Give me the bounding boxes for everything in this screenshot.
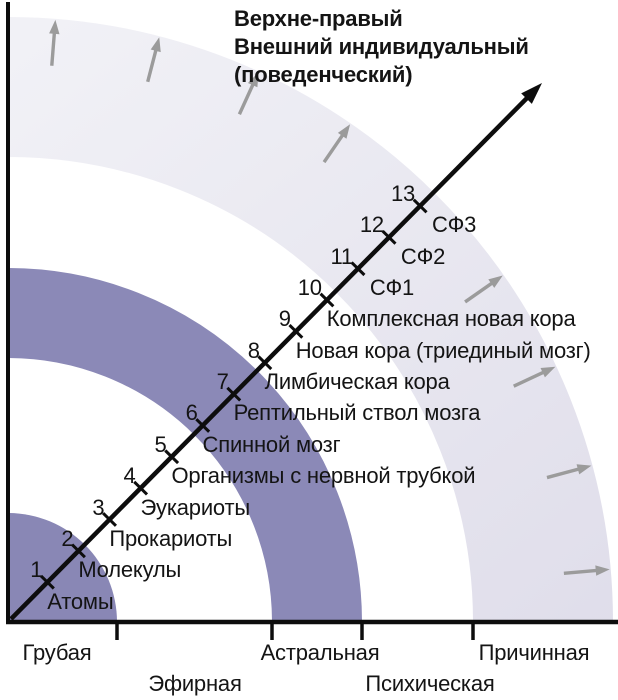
level-label: Эукариоты bbox=[140, 494, 250, 520]
level-tick bbox=[102, 512, 117, 527]
level-number: 3 bbox=[92, 494, 105, 520]
level-tick bbox=[133, 480, 149, 496]
level-label: Организмы с нервной трубкой bbox=[171, 463, 476, 489]
outward-expansion-arrowhead-icon bbox=[337, 124, 351, 139]
level-label: Прокариоты bbox=[109, 525, 233, 551]
outward-expansion-arrow bbox=[546, 466, 583, 480]
level-tick bbox=[288, 324, 304, 339]
level-tick bbox=[412, 198, 428, 214]
level-tick bbox=[226, 386, 242, 402]
level-number: 7 bbox=[216, 369, 229, 395]
level-number: 5 bbox=[154, 431, 167, 457]
outward-expansion-arrowhead-icon bbox=[576, 464, 592, 475]
level-number: 10 bbox=[297, 275, 322, 301]
outward-expansion-arrow bbox=[237, 80, 256, 115]
level-label: Новая кора (триединый мозг) bbox=[295, 337, 591, 363]
axis-band-grubaya: Грубая bbox=[22, 640, 92, 665]
level-number: 1 bbox=[30, 557, 43, 583]
quadrant-title-line2: Внешний индивидуальный bbox=[234, 34, 529, 59]
level-number: 13 bbox=[390, 181, 416, 206]
level-tick bbox=[319, 292, 335, 308]
outward-expansion-arrowhead-icon bbox=[247, 72, 259, 88]
level-number: 11 bbox=[330, 243, 353, 269]
level-number: 12 bbox=[359, 212, 384, 238]
level-tick bbox=[257, 355, 273, 371]
axis-band-psihicheskaya: Психическая bbox=[365, 671, 495, 696]
level-label: СФ1 bbox=[369, 275, 415, 301]
level-number: 8 bbox=[247, 337, 260, 363]
level-label: Спинной мозг bbox=[202, 431, 341, 457]
level-tick bbox=[350, 261, 366, 277]
level-number: 2 bbox=[61, 525, 74, 551]
level-label: Комплексная новая кора bbox=[326, 306, 576, 332]
outward-expansion-arrowhead-icon bbox=[595, 565, 610, 576]
level-label: СФ2 bbox=[400, 243, 446, 269]
level-number: 4 bbox=[123, 463, 136, 489]
level-tick bbox=[39, 574, 55, 590]
development-arrow-line bbox=[9, 93, 532, 621]
level-tick bbox=[195, 418, 211, 433]
outward-expansion-arrow bbox=[464, 279, 496, 304]
level-label: Молекулы bbox=[78, 557, 182, 583]
level-label: Лимбическая кора bbox=[264, 369, 450, 395]
level-number: 6 bbox=[185, 400, 198, 426]
level-number: 9 bbox=[278, 306, 291, 332]
outward-expansion-arrowhead-icon bbox=[49, 19, 60, 35]
quadrant-title-line3: (поведенческий) bbox=[234, 62, 413, 87]
level-tick bbox=[71, 543, 86, 559]
axis-band-prichinnaya: Причинная bbox=[478, 640, 590, 665]
outward-expansion-arrow bbox=[563, 568, 600, 576]
outward-expansion-arrowhead-icon bbox=[150, 37, 161, 53]
outward-expansion-arrowhead-icon bbox=[540, 366, 556, 378]
quadrant-title-line1: Верхне-правый bbox=[234, 6, 403, 31]
level-label: Атомы bbox=[47, 588, 114, 614]
level-label: СФ3 bbox=[431, 212, 477, 238]
axis-band-astralnaya: Астральная bbox=[260, 640, 380, 665]
quadrant-title: Верхне-правый Внешний индивидуальный (по… bbox=[234, 5, 529, 89]
axis-band-efirnaya: Эфирная bbox=[148, 671, 242, 696]
development-arrowhead-icon bbox=[521, 83, 542, 104]
outward-expansion-arrow bbox=[146, 46, 159, 83]
level-tick bbox=[381, 229, 397, 245]
level-tick bbox=[164, 449, 180, 465]
outward-expansion-arrowhead-icon bbox=[488, 275, 503, 288]
level-label: Рептильный ствол мозга bbox=[233, 400, 481, 426]
outward-expansion-arrow bbox=[513, 369, 548, 388]
outward-expansion-arrow bbox=[50, 29, 57, 66]
outward-expansion-arrow bbox=[322, 131, 346, 164]
